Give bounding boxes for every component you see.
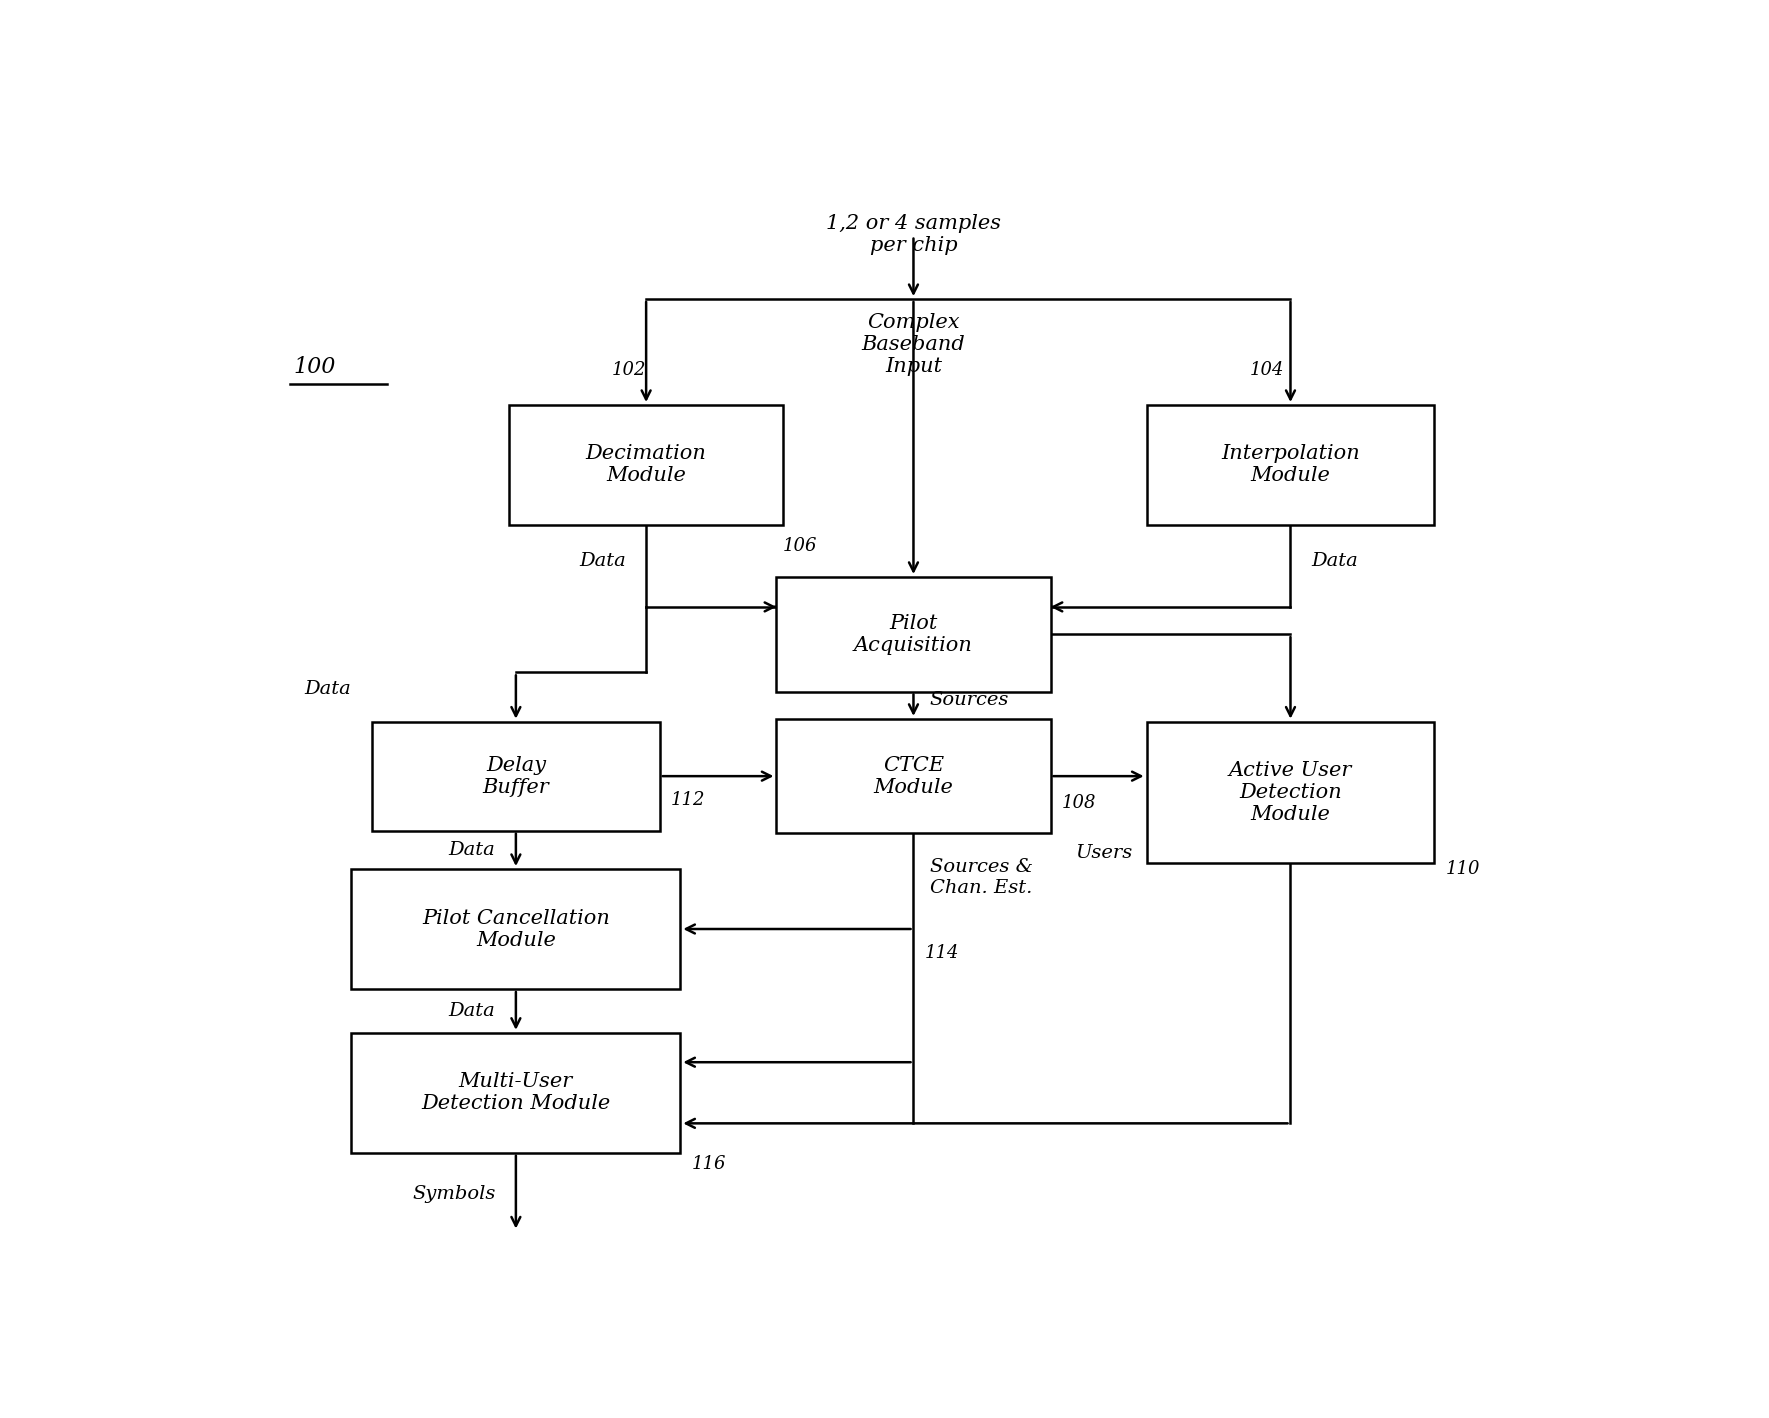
Text: Data: Data	[449, 1003, 495, 1020]
Bar	[777, 577, 1051, 692]
Text: Complex
Baseband
Input: Complex Baseband Input	[862, 313, 966, 376]
Text: Active User
Detection
Module: Active User Detection Module	[1229, 761, 1352, 824]
Text: 102: 102	[612, 362, 646, 379]
Bar	[1146, 406, 1435, 525]
Bar	[352, 869, 681, 990]
Text: 104: 104	[1249, 362, 1284, 379]
Text: 106: 106	[784, 537, 817, 556]
Bar	[1146, 722, 1435, 864]
Text: Data: Data	[449, 841, 495, 859]
Bar	[509, 406, 784, 525]
Text: Pilot
Acquisition: Pilot Acquisition	[854, 614, 973, 655]
Text: Data: Data	[304, 679, 352, 698]
Text: Data: Data	[1311, 552, 1359, 570]
Text: Symbols: Symbols	[412, 1185, 495, 1204]
Text: Data: Data	[578, 552, 626, 570]
Text: 114: 114	[925, 944, 959, 961]
Text: Sources &
Chan. Est.: Sources & Chan. Est.	[930, 858, 1033, 896]
Text: 116: 116	[692, 1154, 725, 1173]
Text: 108: 108	[1061, 794, 1097, 813]
Text: Delay
Buffer: Delay Buffer	[483, 756, 548, 797]
Bar	[777, 719, 1051, 834]
Text: 100: 100	[294, 356, 336, 377]
Bar	[371, 722, 660, 831]
Text: 110: 110	[1445, 859, 1481, 878]
Text: Users: Users	[1076, 844, 1132, 862]
Text: Interpolation
Module: Interpolation Module	[1221, 444, 1360, 485]
Text: 1,2 or 4 samples
per chip: 1,2 or 4 samples per chip	[826, 214, 1001, 255]
Text: 112: 112	[670, 791, 706, 810]
Text: Sources: Sources	[930, 691, 1010, 709]
Text: Decimation
Module: Decimation Module	[586, 444, 706, 485]
Text: CTCE
Module: CTCE Module	[874, 756, 953, 797]
Text: Multi-User
Detection Module: Multi-User Detection Module	[421, 1072, 610, 1113]
Text: Pilot Cancellation
Module: Pilot Cancellation Module	[423, 909, 610, 950]
Bar	[352, 1032, 681, 1153]
